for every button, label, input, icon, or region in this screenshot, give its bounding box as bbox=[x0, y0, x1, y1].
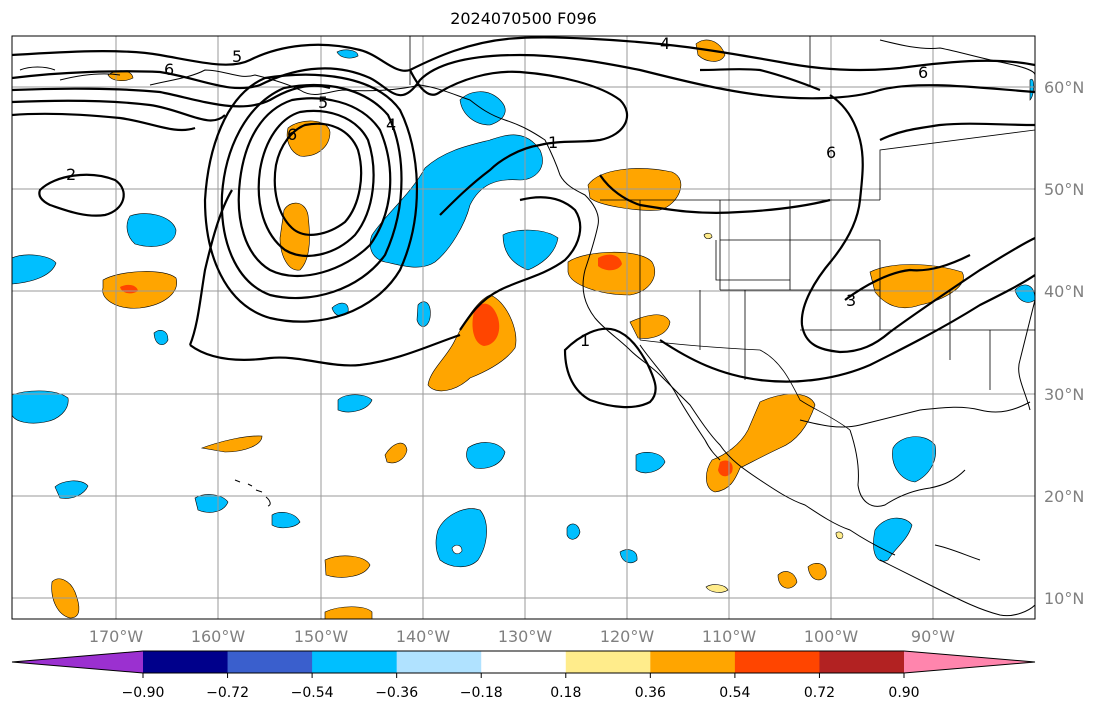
lon-label: 140°W bbox=[396, 627, 451, 646]
lon-label: 130°W bbox=[498, 627, 553, 646]
contour-label: 1 bbox=[548, 133, 558, 152]
contour-lines bbox=[12, 36, 1035, 409]
coastlines bbox=[19, 39, 1035, 617]
colorbar-segment bbox=[312, 651, 398, 673]
colorbar-tick-label: −0.54 bbox=[291, 685, 334, 701]
lat-label: 10°N bbox=[1044, 589, 1084, 608]
colorbar-segment bbox=[904, 651, 1035, 673]
colorbar-segment bbox=[650, 651, 736, 673]
lat-label: 20°N bbox=[1044, 487, 1084, 506]
contour-label: 2 bbox=[66, 165, 76, 184]
map-background bbox=[12, 36, 1035, 619]
graticule bbox=[12, 36, 1035, 619]
colorbar-segment bbox=[734, 651, 820, 673]
lon-label: 100°W bbox=[804, 627, 859, 646]
lon-label: 150°W bbox=[294, 627, 349, 646]
political-borders bbox=[409, 36, 1035, 431]
contour-label: 6 bbox=[826, 143, 836, 162]
lon-label: 120°W bbox=[600, 627, 655, 646]
lon-label: 160°W bbox=[191, 627, 246, 646]
map-content: 5 6 5 6 4 2 1 1 4 6 6 3 bbox=[12, 34, 1035, 619]
colorbar-tick-label: 0.18 bbox=[550, 685, 581, 701]
colorbar-segment bbox=[227, 651, 313, 673]
page-title: 2024070500 F096 bbox=[450, 9, 597, 28]
lat-label: 40°N bbox=[1044, 282, 1084, 301]
colorbar-tick-label: −0.72 bbox=[206, 685, 249, 701]
lon-label: 90°W bbox=[911, 627, 955, 646]
colorbar-tick-label: −0.90 bbox=[122, 685, 165, 701]
colorbar-tick-label: −0.18 bbox=[460, 685, 503, 701]
latitude-labels: 60°N 50°N 40°N 30°N 20°N 10°N bbox=[1044, 78, 1084, 608]
colorbar-tick-label: 0.90 bbox=[888, 685, 919, 701]
positive-anomaly-fields bbox=[51, 39, 964, 619]
longitude-labels: 170°W 160°W 150°W 140°W 130°W 120°W 110°… bbox=[89, 627, 955, 646]
contour-label: 6 bbox=[164, 60, 174, 79]
map-frame bbox=[11, 35, 1036, 620]
colorbar-tick-label: 0.36 bbox=[635, 685, 666, 701]
lat-label: 60°N bbox=[1044, 78, 1084, 97]
contour-label: 4 bbox=[386, 115, 396, 134]
contour-label: 1 bbox=[580, 331, 590, 350]
colorbar-segment bbox=[819, 651, 905, 673]
contour-label: 6 bbox=[287, 125, 297, 144]
colorbar-tick-label: −0.36 bbox=[375, 685, 418, 701]
colorbar-segment bbox=[12, 651, 143, 673]
contour-label: 4 bbox=[660, 34, 670, 53]
contour-label-group: 5 6 5 6 4 2 1 1 4 6 6 3 bbox=[66, 34, 928, 350]
colorbar-segment bbox=[143, 651, 229, 673]
contour-label: 6 bbox=[918, 63, 928, 82]
contour-label: 5 bbox=[318, 93, 328, 112]
colorbar-tick-label: 0.54 bbox=[719, 685, 750, 701]
lat-label: 30°N bbox=[1044, 385, 1084, 404]
lon-label: 110°W bbox=[702, 627, 757, 646]
contour-label: 5 bbox=[232, 47, 242, 66]
contour-label: 3 bbox=[846, 291, 856, 310]
lon-label: 170°W bbox=[89, 627, 144, 646]
lat-label: 50°N bbox=[1044, 180, 1084, 199]
colorbar: −0.90 −0.72 −0.54 −0.36 −0.18 0.18 0.36 0.54 0.7… bbox=[11, 650, 1036, 701]
colorbar-segment bbox=[396, 651, 482, 673]
colorbar-tick-label: 0.72 bbox=[804, 685, 835, 701]
colorbar-segment bbox=[481, 651, 567, 673]
colorbar-segment bbox=[565, 651, 651, 673]
negative-anomaly-fields bbox=[12, 49, 1035, 568]
